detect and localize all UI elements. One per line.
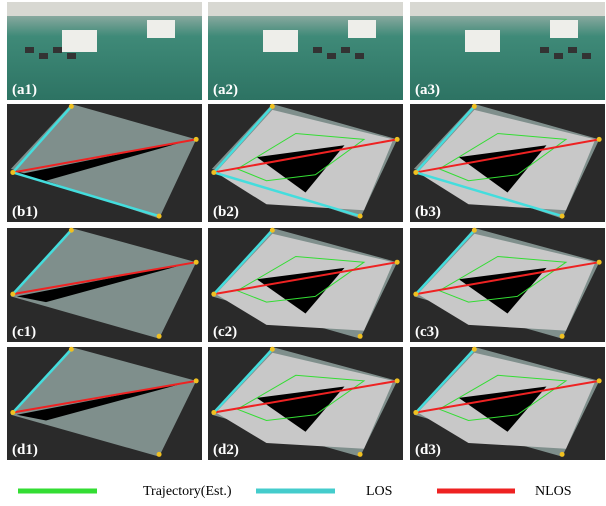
robot <box>67 53 76 59</box>
panel-label: (a1) <box>12 82 37 98</box>
anchor <box>270 228 275 233</box>
anchor <box>560 452 565 457</box>
box <box>348 20 376 38</box>
anchor <box>10 170 15 175</box>
legend-label: NLOS <box>535 484 572 499</box>
wall <box>7 2 202 16</box>
panel: (d1) <box>7 347 202 460</box>
robot <box>554 53 563 59</box>
wall <box>208 2 403 16</box>
box <box>550 20 578 38</box>
robot <box>568 47 577 53</box>
anchor <box>560 334 565 339</box>
panel-label: (a2) <box>213 82 238 98</box>
anchor <box>413 410 418 415</box>
panel: (a1) <box>7 2 202 100</box>
anchor <box>358 452 363 457</box>
anchor <box>413 292 418 297</box>
anchor <box>69 104 74 109</box>
anchor <box>157 334 162 339</box>
robot <box>327 53 336 59</box>
anchor <box>413 170 418 175</box>
anchor <box>194 137 199 142</box>
panel: (c1) <box>7 228 202 342</box>
anchor <box>211 170 216 175</box>
anchor <box>597 260 602 265</box>
panel: (d2) <box>208 347 403 460</box>
legend-label: LOS <box>366 484 392 499</box>
anchor <box>472 228 477 233</box>
anchor <box>270 347 275 352</box>
anchor <box>69 228 74 233</box>
anchor <box>69 347 74 352</box>
anchor <box>395 260 400 265</box>
anchor <box>560 214 565 219</box>
panel-label: (b3) <box>415 204 441 220</box>
panel: (a2) <box>208 2 403 100</box>
anchor <box>597 378 602 383</box>
robot <box>313 47 322 53</box>
panel-label: (d3) <box>415 442 441 458</box>
box <box>147 20 175 38</box>
anchor <box>194 260 199 265</box>
panel: (c3) <box>410 228 605 342</box>
box <box>465 30 500 52</box>
anchor <box>211 410 216 415</box>
panel-label: (b1) <box>12 204 38 220</box>
robot <box>355 53 364 59</box>
panel: (b1) <box>7 104 202 222</box>
robot <box>582 53 591 59</box>
panel: (b3) <box>410 104 605 222</box>
panel-label: (b2) <box>213 204 239 220</box>
robot <box>53 47 62 53</box>
robot <box>540 47 549 53</box>
anchor <box>157 214 162 219</box>
panel-grid: (a1) (a2) (a3) (b1) (b2) (b3) (c1) (c2) (c3) (d1)… <box>7 2 605 460</box>
anchor <box>597 137 602 142</box>
panel: (a3) <box>410 2 605 100</box>
box <box>62 30 97 52</box>
panel-label: (d1) <box>12 442 38 458</box>
anchor <box>211 292 216 297</box>
robot <box>341 47 350 53</box>
anchor <box>358 334 363 339</box>
anchor <box>10 292 15 297</box>
box <box>263 30 298 52</box>
figure: (a1) (a2) (a3) (b1) (b2) (b3) (c1) (c2) (c3) (d1)… <box>0 0 606 506</box>
anchor <box>358 214 363 219</box>
panel-label: (d2) <box>213 442 239 458</box>
panel: (c2) <box>208 228 403 342</box>
anchor <box>395 137 400 142</box>
anchor <box>270 104 275 109</box>
panel-label: (c3) <box>415 324 439 340</box>
anchor <box>10 410 15 415</box>
legend-label: Trajectory(Est.) <box>143 484 232 499</box>
anchor <box>194 378 199 383</box>
panel: (d3) <box>410 347 605 460</box>
panel-label: (c1) <box>12 324 36 340</box>
panel: (b2) <box>208 104 403 222</box>
anchor <box>472 347 477 352</box>
anchor <box>395 378 400 383</box>
legend: Trajectory(Est.) LOS NLOS <box>18 484 572 499</box>
wall <box>410 2 605 16</box>
anchor <box>157 452 162 457</box>
robot <box>25 47 34 53</box>
robot <box>39 53 48 59</box>
anchor <box>472 104 477 109</box>
panel-label: (c2) <box>213 324 237 340</box>
panel-label: (a3) <box>415 82 440 98</box>
